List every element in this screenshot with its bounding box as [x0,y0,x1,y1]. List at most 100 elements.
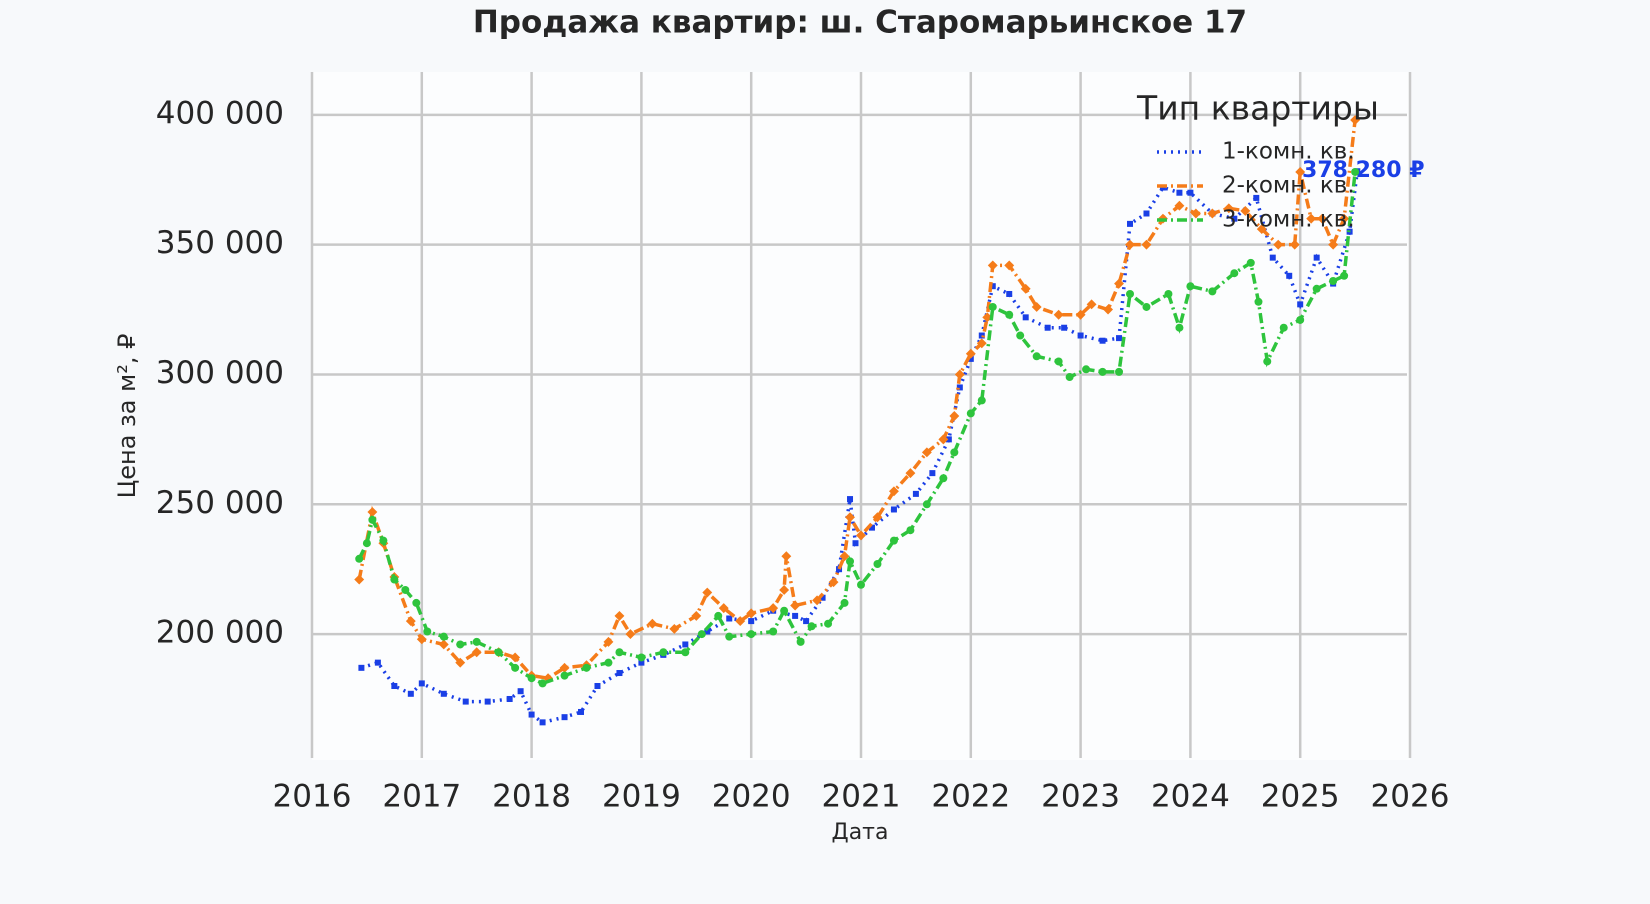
x-tick-label: 2019 [602,779,681,815]
point [647,618,658,629]
chart-title: Продажа квартир: ш. Старомарьинское 17 [473,5,1247,41]
point [956,384,963,391]
point [747,630,756,639]
point [358,664,365,671]
point [856,530,866,541]
point [1099,337,1106,344]
legend-title: Тип квартиры [1136,89,1379,128]
point [836,566,843,573]
point [412,598,421,607]
point [967,355,974,362]
point [438,639,449,650]
point [1098,367,1107,376]
point [681,648,690,657]
point [769,627,778,636]
point [1273,239,1284,250]
point [1263,357,1272,366]
point [780,606,789,615]
point [1142,302,1151,311]
point [845,512,855,523]
x-axis-label: Дата [832,820,889,845]
x-tick-label: 2018 [492,779,571,815]
x-tick-label: 2023 [1041,779,1120,815]
point [682,641,689,648]
point [1286,272,1293,279]
point [1004,260,1015,271]
point [1306,213,1317,224]
point [1295,167,1306,177]
point [839,551,850,562]
point [625,629,636,640]
point [390,575,399,584]
point [1187,189,1194,196]
point [391,683,398,690]
point [355,554,364,563]
point [1125,239,1135,250]
point [921,447,932,458]
point [455,657,466,668]
y-tick-label: 200 000 [156,615,284,651]
point [538,679,547,688]
point [494,648,503,657]
point [1031,302,1042,312]
series-line [357,119,1357,681]
point [1269,254,1276,261]
x-tick-label: 2017 [382,779,461,815]
point [906,526,915,535]
x-tick-label: 2021 [822,779,901,815]
point [582,663,591,672]
y-axis-label: Цена за м², ₽ [113,334,141,499]
point [440,690,447,697]
point [1289,239,1300,250]
point [1053,309,1064,320]
point [852,540,859,547]
point [1329,276,1338,285]
point [1141,239,1152,250]
point [857,580,865,589]
point [1279,323,1288,332]
point [1207,208,1218,219]
point [1127,220,1134,227]
point [1075,309,1086,320]
point [1296,315,1305,324]
point [1143,210,1150,217]
point [1297,301,1304,308]
x-tick-label: 2026 [1371,779,1450,815]
point [938,434,949,445]
point [890,506,897,513]
point [638,659,645,666]
point [987,260,998,271]
point [803,618,810,625]
point [1190,208,1201,219]
point [1240,205,1251,216]
point [704,628,711,635]
point [939,474,948,483]
point [1065,373,1074,382]
point [807,622,816,631]
point [1253,194,1260,201]
point [367,507,378,518]
point [418,680,425,687]
point [604,658,613,667]
point [905,468,916,479]
point [1313,254,1320,261]
point [354,574,365,585]
point [669,623,680,634]
point [929,470,936,477]
grid: 200 000 250 000 300 000 350 000 400 000 2016 2… [156,72,1450,815]
point [1339,213,1350,224]
point [401,585,410,594]
point [616,670,623,677]
point [819,594,826,601]
point [989,283,996,290]
point [840,598,849,607]
x-tick-label: 2016 [273,779,352,815]
point [511,663,520,672]
point [659,648,668,657]
point [1116,335,1123,342]
point [912,490,919,497]
point [790,600,801,611]
point [846,557,855,566]
point [456,640,465,649]
